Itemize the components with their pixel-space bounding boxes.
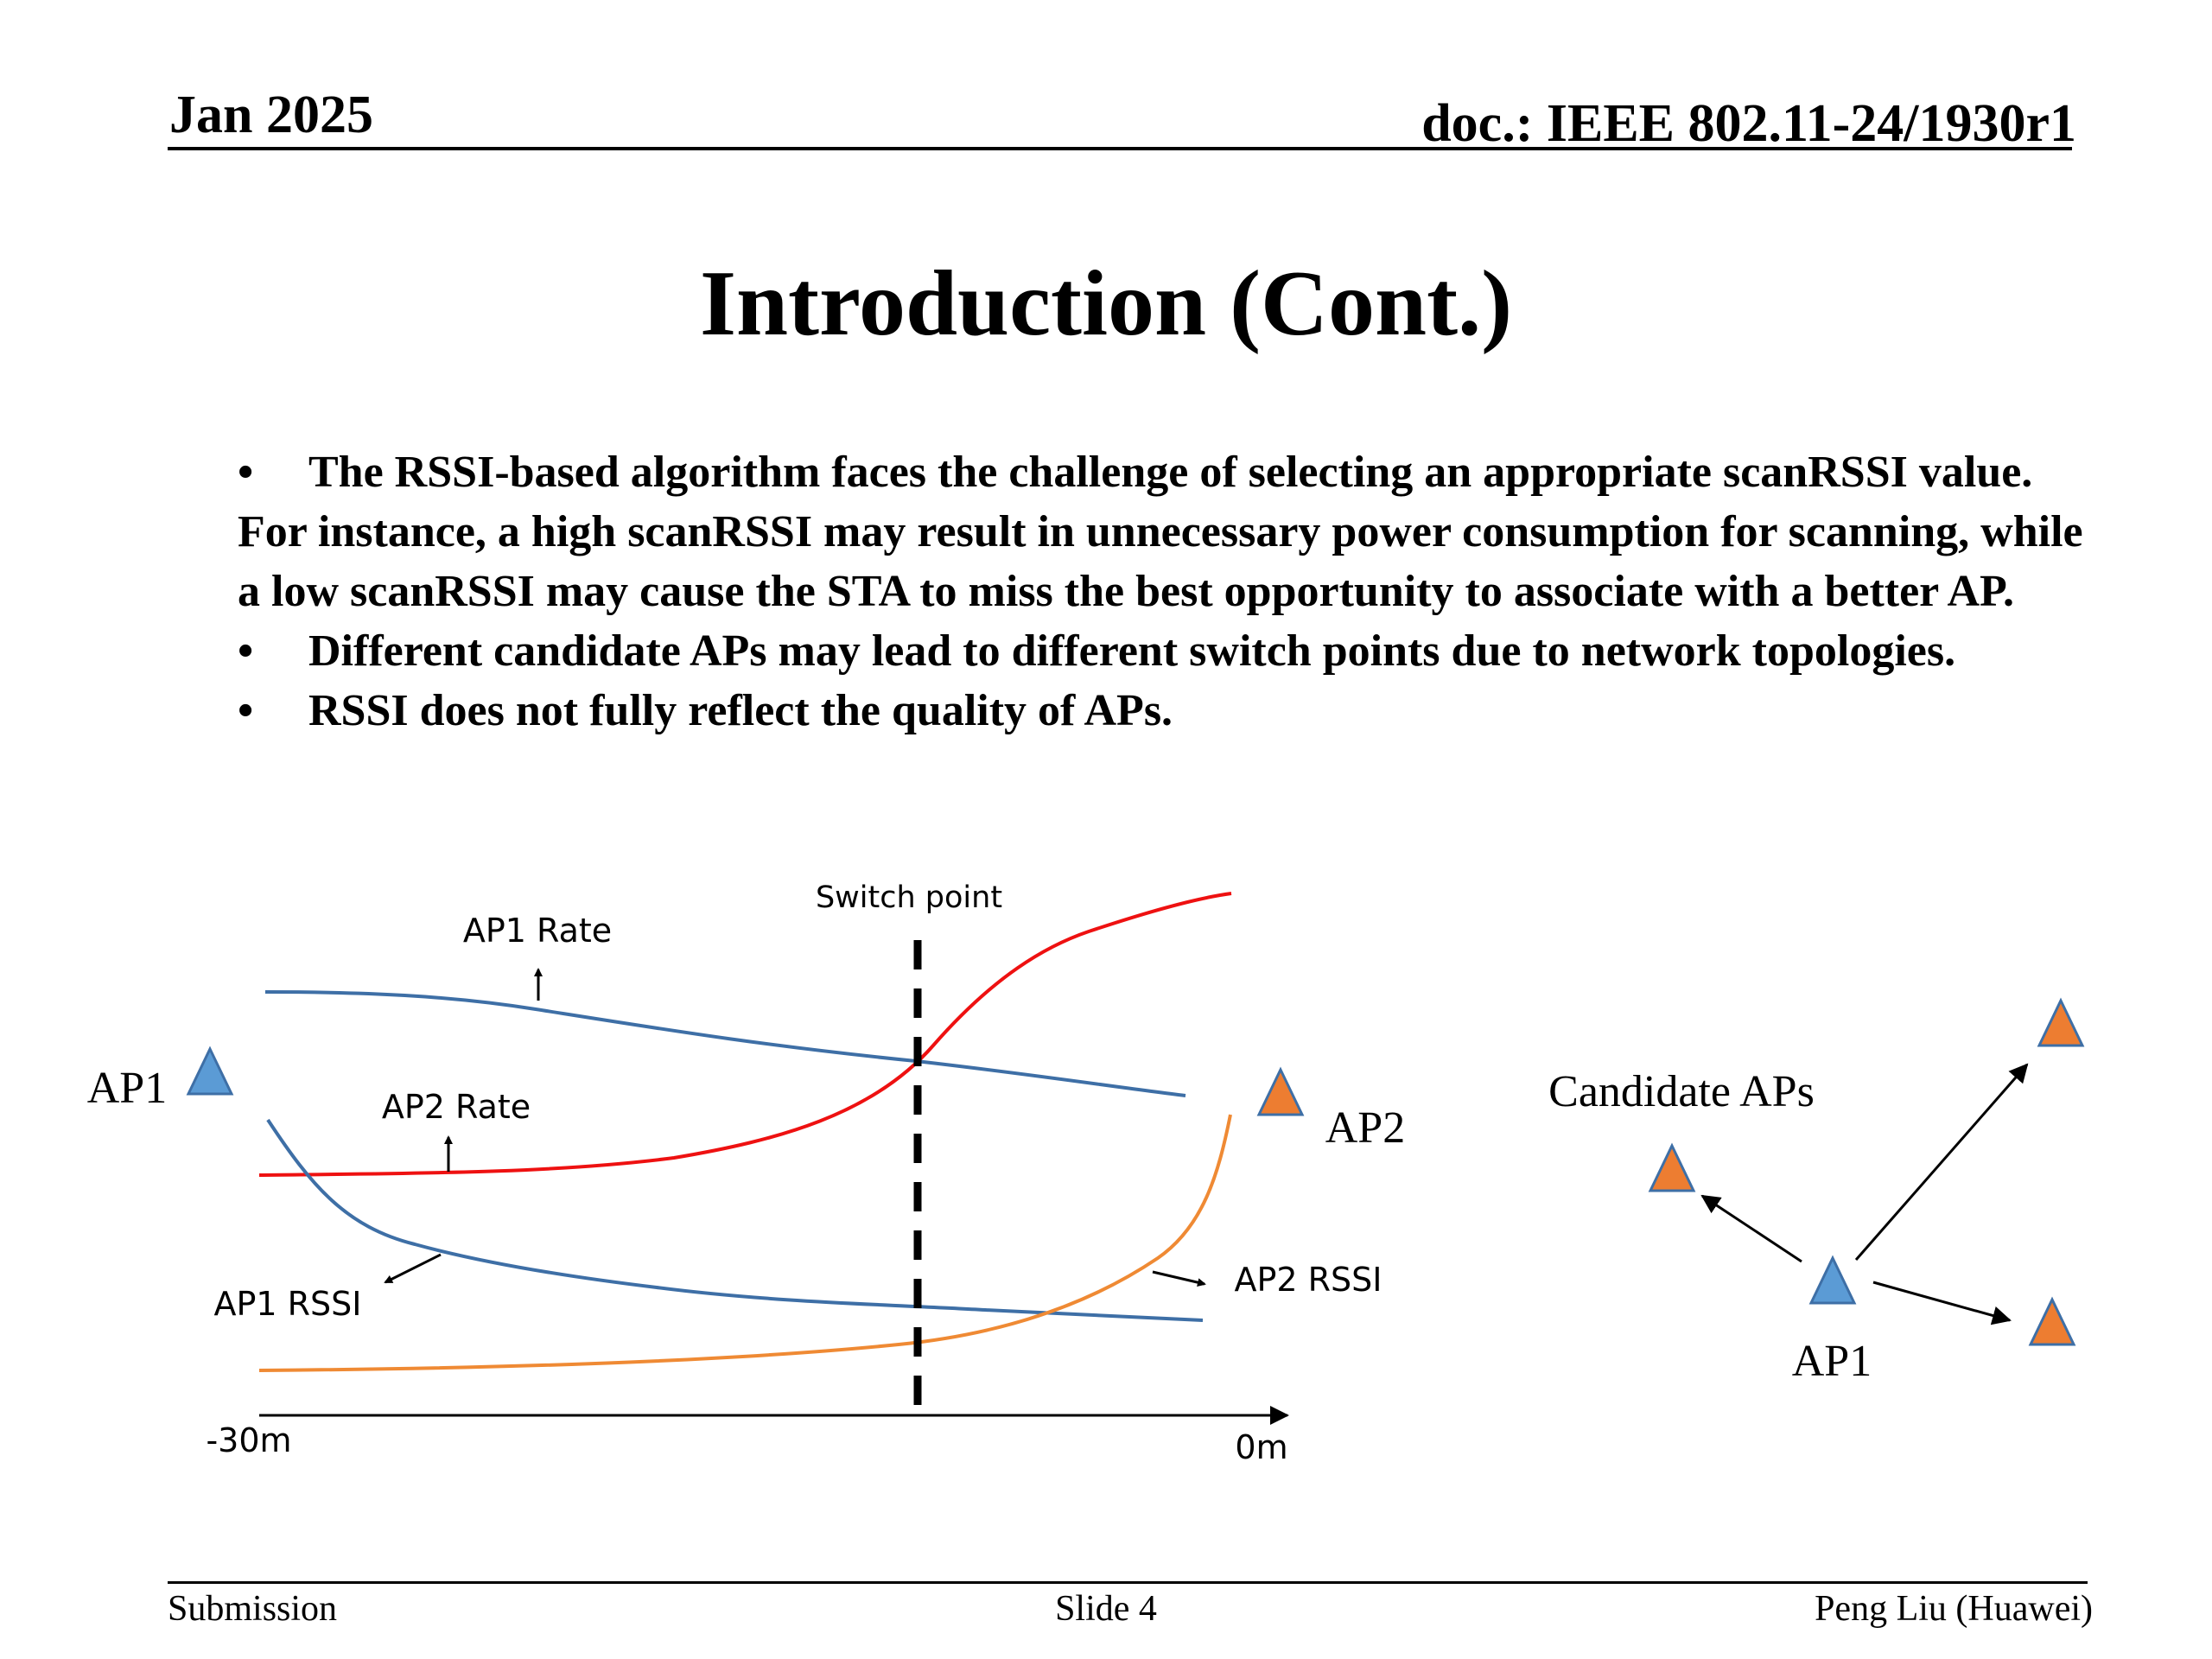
ap2-label: AP2 [1325, 1103, 1405, 1153]
header-doc-id: doc.: IEEE 802.11-24/1930r1 [1421, 94, 2076, 153]
ap1-rssi-arrow [384, 1253, 442, 1284]
candidate-ap-triangle-icon [1648, 1142, 1696, 1192]
bullet-mark: • [238, 626, 254, 676]
footer-submission: Submission [168, 1589, 338, 1629]
ap1-rate-curve [264, 990, 1186, 1097]
footer-slide-number: Slide 4 [1055, 1589, 1157, 1629]
ap2-rssi-curve [258, 1114, 1232, 1372]
candidate-ap-triangle-icon [2028, 1296, 2076, 1346]
switch-point-label: Switch point [816, 880, 1002, 915]
bullet-mark: • [238, 448, 254, 497]
topology-arrow [1872, 1281, 2012, 1325]
x-end-label: 0m [1235, 1428, 1287, 1466]
footer-author: Peng Liu (Huawei) [1815, 1589, 2093, 1629]
ap1-rssi-label: AP1 RSSI [213, 1285, 361, 1323]
bullet-text: RSSI does not fully reflect the quality … [308, 686, 1173, 735]
topology-arrow [1700, 1194, 1802, 1263]
candidate-ap-triangle-icon [2037, 997, 2085, 1047]
footer-rule [168, 1581, 2088, 1584]
topology-ap1-triangle-icon [1808, 1255, 1857, 1305]
bullet-item: • The RSSI-based algorithm faces the chal… [238, 442, 2087, 621]
ap2-rssi-label: AP2 RSSI [1234, 1261, 1382, 1299]
bullet-item: • RSSI does not fully reflect the quality… [238, 681, 2087, 741]
candidate-aps-label: Candidate APs [1548, 1067, 1815, 1116]
bullet-text: Different candidate APs may lead to diff… [308, 626, 1956, 676]
ap1-rssi-curve [266, 1118, 1204, 1322]
ap1-rate-label: AP1 Rate [463, 912, 612, 950]
ap1-triangle-icon [186, 1046, 234, 1096]
slide-title: Introduction (Cont.) [699, 252, 1513, 355]
bullet-list: • The RSSI-based algorithm faces the chal… [238, 442, 2087, 741]
header-date: Jan 2025 [169, 86, 373, 144]
ap2-rate-curve [258, 892, 1232, 1177]
ap2-rssi-arrow [1152, 1270, 1206, 1287]
ap2-triangle-icon [1256, 1066, 1305, 1116]
topology-ap1-label: AP1 [1792, 1337, 1872, 1386]
ap2-rate-label: AP2 Rate [382, 1088, 531, 1126]
bullet-text: The RSSI-based algorithm faces the chall… [238, 448, 2083, 616]
bullet-mark: • [238, 686, 254, 735]
bullet-item: • Different candidate APs may lead to dif… [238, 621, 2087, 681]
x-start-label: -30m [206, 1421, 291, 1459]
ap1-label: AP1 [87, 1064, 167, 1113]
header-rule [168, 147, 2072, 150]
topology-arrow [1854, 1063, 2029, 1261]
